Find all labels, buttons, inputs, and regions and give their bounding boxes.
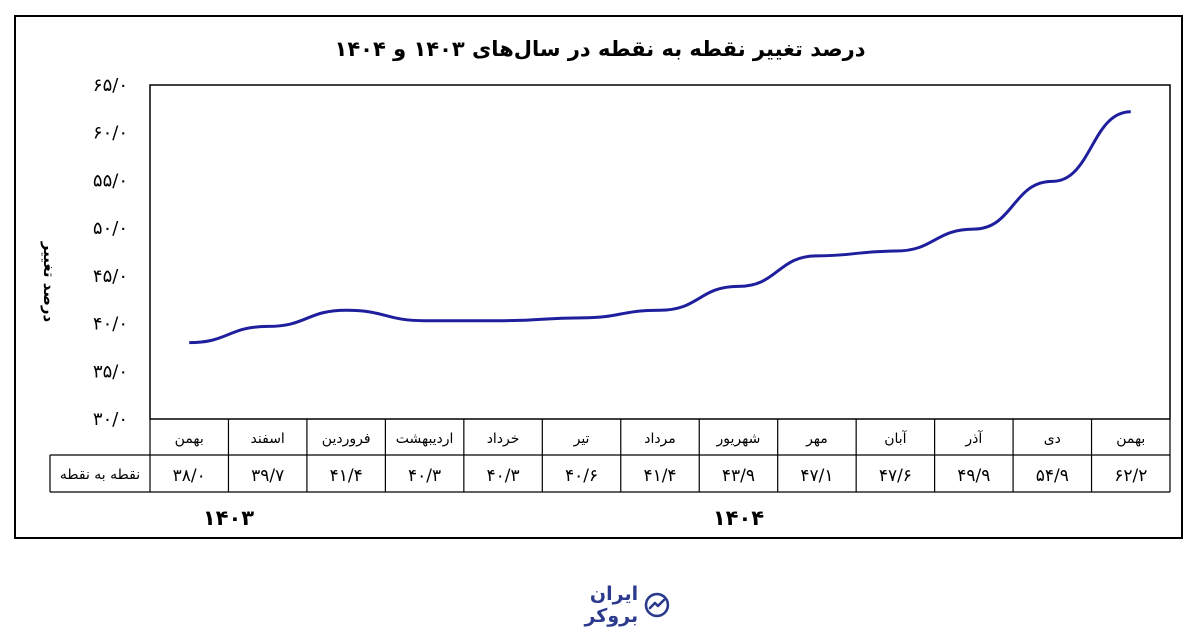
data-value-label: ۴۰/۳	[408, 466, 441, 486]
y-axis-label: درصد تغییر	[40, 241, 58, 323]
data-value-label: ۶۲/۲	[1114, 466, 1147, 486]
table-row-label: نقطه به نقطه	[60, 467, 140, 483]
data-value-label: ۵۴/۹	[1036, 466, 1069, 486]
chart-frame	[14, 15, 1183, 539]
x-category-label: اردیبهشت	[396, 431, 454, 447]
chart-growth-icon	[644, 592, 670, 618]
brand-name: ایران بروکر	[584, 583, 639, 627]
chart-title: درصد تغییر نقطه به نقطه در سال‌های ۱۴۰۳ …	[335, 37, 866, 61]
data-table: بهمن ۳۸/۰ اسفند ۳۹/۷ فروردین ۴۱/۴ اردیبهشت ۴۰/۳…	[49, 419, 1171, 493]
y-tick-label: ۳۰/۰	[93, 409, 128, 430]
data-value-label: ۴۳/۹	[722, 466, 755, 486]
x-category-label: آبان	[884, 430, 907, 447]
x-category-label: آذر	[964, 430, 983, 447]
y-tick-label: ۴۵/۰	[93, 266, 128, 287]
y-tick-labels: ۳۰/۰ ۳۵/۰ ۴۰/۰ ۴۵/۰ ۵۰/۰ ۵۵/۰ ۶۰/۰ ۶۵/۰	[93, 75, 128, 430]
data-value-label: ۴۰/۳	[487, 466, 520, 486]
series-line	[189, 110, 1131, 345]
x-category-label: دی	[1044, 431, 1061, 447]
brand-logo: ایران بروکر	[530, 583, 670, 627]
y-tick-label: ۳۵/۰	[93, 361, 128, 382]
data-value-label: ۴۷/۶	[879, 466, 912, 486]
data-value-label: ۴۱/۴	[643, 466, 676, 486]
x-category-label: مرداد	[644, 431, 676, 447]
data-value-label: ۴۹/۹	[957, 466, 990, 486]
year-labels: ۱۴۰۳ ۱۴۰۴	[203, 506, 764, 530]
data-value-label: ۳۹/۷	[251, 466, 284, 486]
plot-area	[149, 84, 1171, 420]
data-value-label: ۴۷/۱	[800, 466, 833, 486]
data-value-label: ۳۸/۰	[173, 466, 206, 486]
y-tick-label: ۶۵/۰	[93, 75, 128, 96]
x-category-label: خرداد	[487, 431, 520, 447]
y-tick-label: ۵۰/۰	[93, 218, 128, 239]
year-label: ۱۴۰۴	[713, 506, 764, 530]
data-value-label: ۴۰/۶	[565, 466, 598, 486]
data-value-label: ۴۱/۴	[330, 466, 363, 486]
x-category-label: شهریور	[716, 431, 761, 447]
x-category-label: بهمن	[175, 431, 204, 447]
x-category-label: اسفند	[251, 431, 285, 447]
x-category-label: بهمن	[1116, 431, 1145, 447]
x-category-label: فروردین	[322, 431, 371, 447]
x-category-label: مهر	[805, 431, 828, 447]
y-tick-label: ۶۰/۰	[93, 123, 128, 144]
y-tick-label: ۴۰/۰	[93, 314, 128, 335]
x-category-label: تیر	[573, 431, 590, 447]
year-label: ۱۴۰۳	[203, 506, 254, 530]
y-tick-label: ۵۵/۰	[93, 170, 128, 191]
